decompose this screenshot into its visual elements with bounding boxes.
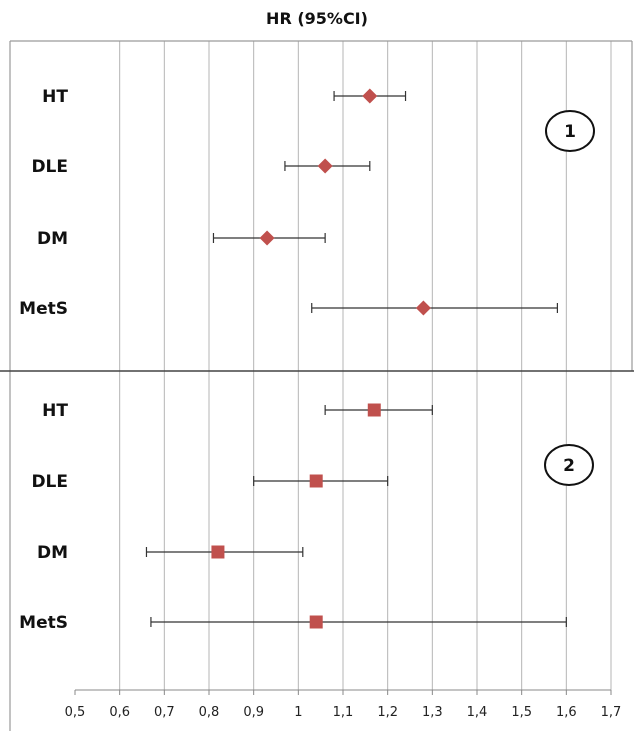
x-tick-label: 1,1 — [333, 705, 354, 720]
x-tick-label: 0,7 — [154, 705, 175, 720]
estimates — [145, 88, 567, 629]
x-tick-label: 1 — [294, 705, 302, 720]
x-tick-label: 0,9 — [243, 705, 264, 720]
category-label: MetS — [19, 613, 68, 633]
category-label: HT — [42, 87, 68, 107]
category-label: HT — [42, 401, 68, 421]
gridlines — [119, 41, 612, 690]
category-label: DM — [37, 543, 68, 563]
hr-diamond-marker — [362, 88, 378, 104]
category-label: DLE — [31, 472, 68, 492]
hr-square-marker — [309, 474, 323, 488]
x-axis: 0,5 0,6 0,7 0,8 0,9 1 1,1 1,2 1,3 1,4 1,5 1,6 1,7 — [65, 689, 622, 720]
category-label: DLE — [31, 157, 68, 177]
panel-frames — [0, 40, 634, 731]
x-tick-label: 1,6 — [556, 705, 577, 720]
panel-badge-label: 1 — [564, 122, 576, 142]
category-labels: HT DLE DM MetS HT DLE DM MetS — [19, 87, 68, 633]
x-tick-label: 1,2 — [377, 705, 398, 720]
category-label: DM — [37, 229, 68, 249]
hr-square-marker — [309, 615, 323, 629]
panel-badge-label: 2 — [563, 456, 575, 476]
panel-badge-circle — [544, 444, 594, 486]
x-tick-label: 0,6 — [109, 705, 130, 720]
hr-square-marker — [211, 545, 225, 559]
hr-square-marker — [367, 403, 381, 417]
panel-badge-circle — [545, 110, 595, 152]
x-tick-label: 1,4 — [467, 705, 488, 720]
x-tick-label: 1,5 — [511, 705, 532, 720]
hr-diamond-marker — [259, 230, 275, 246]
panel-badges: 12 — [544, 110, 595, 486]
x-tick-label: 0,8 — [199, 705, 220, 720]
x-tick-label: 1,3 — [422, 705, 443, 720]
category-label: MetS — [19, 299, 68, 319]
x-tick-label: 1,7 — [601, 705, 622, 720]
hr-diamond-marker — [317, 158, 333, 174]
chart-title: HR (95%CI) — [266, 9, 368, 28]
x-tick-label: 0,5 — [65, 705, 86, 720]
hr-diamond-marker — [415, 300, 431, 316]
